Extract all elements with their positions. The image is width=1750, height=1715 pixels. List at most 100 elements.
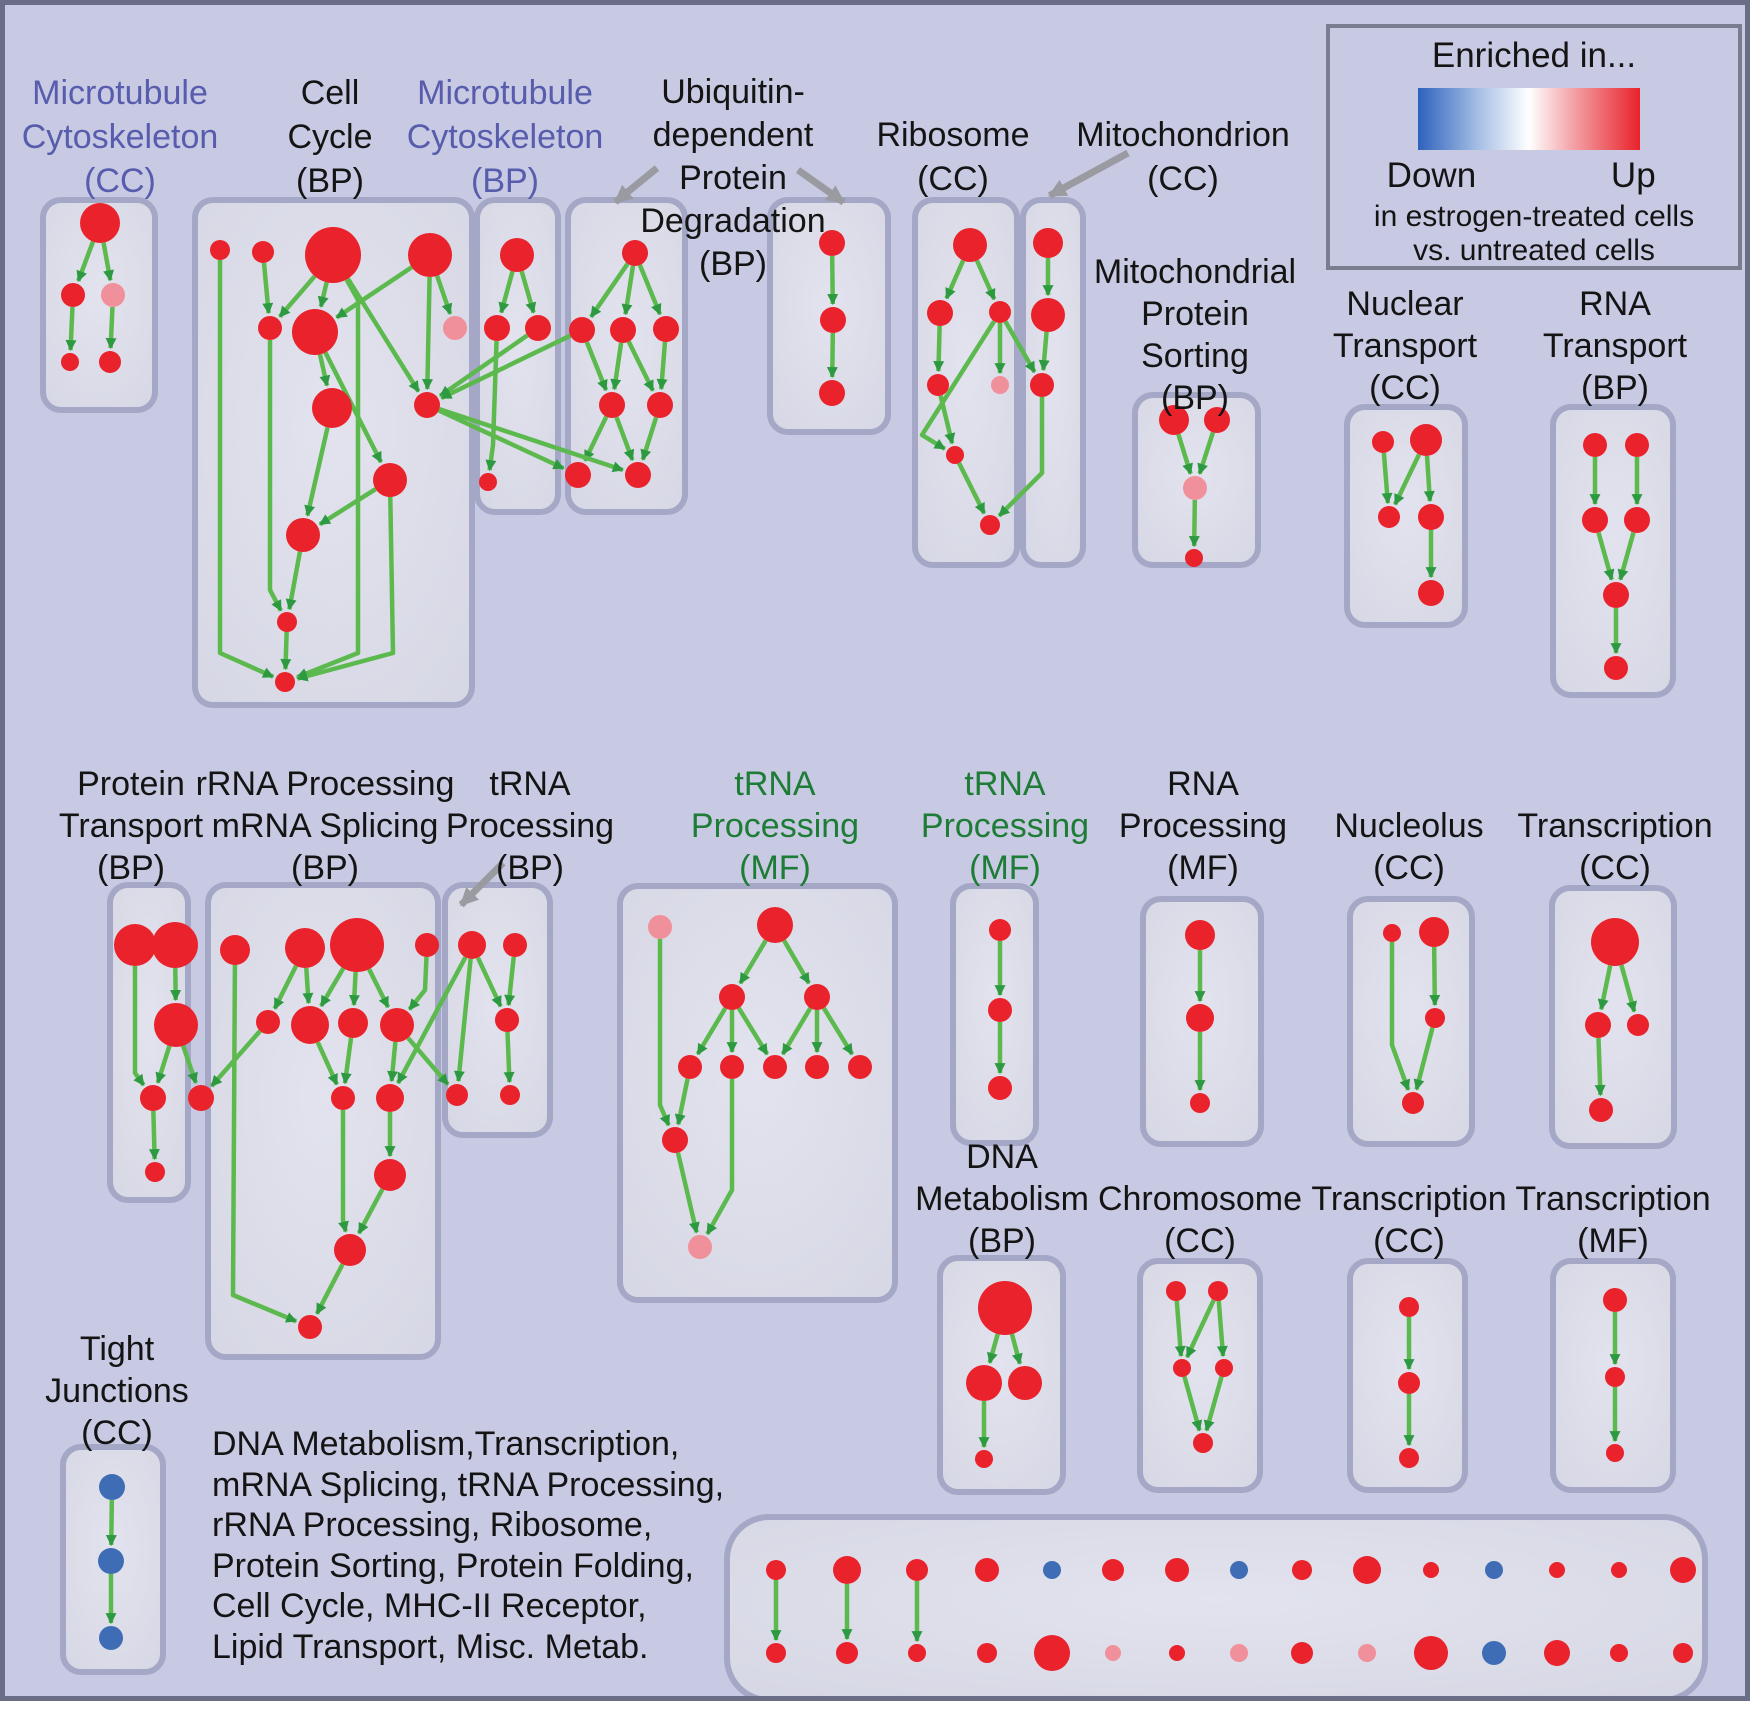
node	[953, 228, 987, 262]
edge	[1174, 1300, 1186, 1358]
edge	[695, 1006, 728, 1056]
node	[80, 203, 120, 243]
node	[1402, 1092, 1424, 1114]
node	[805, 1055, 829, 1079]
edge	[406, 1036, 450, 1086]
node	[662, 1127, 688, 1153]
node	[1585, 1012, 1611, 1038]
node	[1185, 549, 1203, 567]
node	[210, 240, 230, 260]
edge	[267, 340, 283, 612]
node	[1589, 1098, 1613, 1122]
annotation-arrow-ubiquitin-left	[613, 165, 660, 205]
edge	[356, 1188, 385, 1235]
node	[1414, 1636, 1448, 1670]
node	[101, 283, 125, 307]
node	[1292, 1560, 1312, 1580]
node	[819, 380, 845, 406]
node	[1544, 1640, 1570, 1666]
node	[819, 230, 845, 256]
node	[145, 1162, 165, 1182]
edge	[315, 1041, 339, 1086]
node	[908, 1644, 926, 1662]
edge	[1429, 946, 1441, 1007]
node	[408, 233, 452, 277]
node	[1410, 424, 1442, 456]
node	[500, 238, 534, 272]
node	[1419, 917, 1449, 947]
node	[152, 922, 198, 968]
node	[380, 1008, 414, 1042]
edge	[438, 406, 624, 473]
node	[989, 301, 1011, 323]
edge	[76, 240, 96, 282]
node	[312, 388, 352, 428]
node	[334, 1234, 366, 1266]
node	[625, 462, 651, 488]
node	[1185, 920, 1215, 950]
edge	[485, 340, 499, 472]
node	[292, 309, 338, 355]
node	[1193, 1433, 1213, 1453]
edge	[780, 1006, 813, 1056]
node	[99, 351, 121, 373]
node	[275, 672, 295, 692]
edge	[626, 340, 655, 392]
edge	[302, 967, 314, 1005]
edge	[345, 277, 421, 393]
node	[1291, 1642, 1313, 1664]
node	[1208, 1281, 1228, 1301]
node	[252, 241, 274, 263]
legend-gradient-bar	[1418, 88, 1640, 150]
node	[338, 1008, 368, 1038]
edge	[304, 426, 330, 517]
node	[258, 316, 282, 340]
edge	[1594, 1037, 1606, 1097]
edge	[440, 333, 572, 401]
node	[1591, 918, 1639, 966]
edge	[1009, 1333, 1023, 1365]
node	[1378, 506, 1400, 528]
edge	[657, 939, 671, 1127]
node	[298, 1315, 322, 1339]
edge	[261, 262, 274, 315]
edge	[230, 964, 298, 1324]
node	[484, 315, 510, 341]
edge	[582, 415, 609, 462]
edge	[974, 259, 997, 301]
edge	[209, 1029, 262, 1088]
annotation-arrow-mitochondrion	[1047, 149, 1130, 199]
node	[927, 374, 949, 396]
edge	[957, 462, 987, 515]
edge	[736, 1006, 770, 1056]
edge	[503, 1031, 515, 1084]
node	[525, 315, 551, 341]
edge	[217, 260, 275, 679]
node	[1604, 656, 1628, 680]
edge	[1203, 1376, 1224, 1432]
node	[1670, 1557, 1696, 1583]
node	[991, 376, 1009, 394]
node	[1611, 1562, 1627, 1578]
edge	[584, 341, 609, 392]
node	[1673, 1643, 1693, 1663]
edge	[422, 276, 434, 391]
edge	[705, 1079, 735, 1236]
node	[1398, 1372, 1420, 1394]
edge	[614, 416, 635, 462]
node	[415, 933, 439, 957]
cluster-box-mixed-terms	[724, 1514, 1708, 1696]
edge	[434, 275, 453, 315]
node	[1582, 507, 1608, 533]
node	[1230, 1561, 1248, 1579]
cluster-box-transcription-cc-1	[1549, 885, 1677, 1149]
edge	[438, 333, 529, 398]
node	[1190, 1093, 1210, 1113]
edge	[1197, 431, 1216, 475]
edge	[407, 956, 429, 1011]
node	[286, 518, 320, 552]
edge	[826, 332, 838, 379]
annotation-arrow-ubiquitin-right	[795, 167, 846, 206]
edge	[340, 1037, 354, 1085]
node	[1105, 1645, 1121, 1661]
